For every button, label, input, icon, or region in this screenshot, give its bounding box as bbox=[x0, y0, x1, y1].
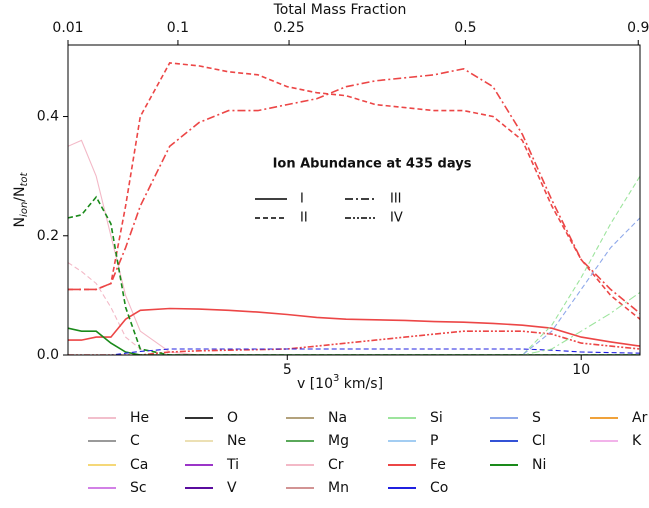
top-tick-label: 0.1 bbox=[167, 20, 189, 36]
legend-label: P bbox=[430, 433, 438, 449]
top-tick-label: 0.25 bbox=[273, 20, 304, 36]
series-line bbox=[68, 291, 640, 355]
series-line bbox=[68, 217, 640, 355]
y-axis-title-part: /N bbox=[12, 187, 28, 202]
series-line bbox=[68, 62, 640, 320]
legend-label: Si bbox=[430, 410, 443, 426]
legend-label: Ca bbox=[130, 457, 148, 473]
x-axis-title-sup: 3 bbox=[333, 373, 339, 384]
series-line bbox=[68, 327, 640, 355]
legend-label: Sc bbox=[130, 480, 147, 496]
legend-label: Fe bbox=[430, 457, 446, 473]
series-line bbox=[68, 348, 640, 355]
ion-legend-title: Ion Abundance at 435 days bbox=[273, 157, 472, 172]
ion-legend-label: IV bbox=[390, 211, 403, 226]
y-tick-label: 0.0 bbox=[37, 347, 59, 363]
top-tick-label: 0.9 bbox=[627, 20, 649, 36]
top-tick-label: 0.01 bbox=[52, 20, 83, 36]
legend-label: V bbox=[227, 480, 237, 496]
series-line bbox=[68, 175, 640, 355]
y-axis-title: Nion/Ntot bbox=[12, 171, 30, 227]
x-tick-label: 10 bbox=[572, 362, 590, 378]
y-tick-label: 0.2 bbox=[37, 228, 59, 244]
legend-label: Mn bbox=[328, 480, 349, 496]
legend-label: O bbox=[227, 410, 238, 426]
y-axis-title-sub: ion bbox=[19, 202, 30, 217]
legend-label: C bbox=[130, 433, 140, 449]
legend-label: Ne bbox=[227, 433, 246, 449]
legend-label: He bbox=[130, 410, 149, 426]
x-tick-label: 5 bbox=[283, 362, 292, 378]
ion-legend-label: II bbox=[300, 211, 308, 226]
legend-label: Mg bbox=[328, 433, 349, 449]
legend-label: Cr bbox=[328, 457, 344, 473]
legend-label: Cl bbox=[532, 433, 546, 449]
series-line bbox=[68, 307, 640, 347]
legend-label: Ti bbox=[226, 457, 239, 473]
legend-label: Na bbox=[328, 410, 347, 426]
y-tick-label: 0.4 bbox=[37, 109, 59, 125]
x-axis-title: v [103 km/s] bbox=[297, 373, 383, 392]
legend-label: Co bbox=[430, 480, 448, 496]
legend-label: S bbox=[532, 410, 541, 426]
series-line bbox=[68, 67, 640, 314]
y-axis-title-part: N bbox=[12, 217, 28, 227]
series-line bbox=[68, 139, 640, 355]
legend-label: Ni bbox=[532, 457, 546, 473]
y-axis-title-sub: tot bbox=[19, 171, 30, 186]
series-line bbox=[68, 330, 640, 355]
x-axis-title-part: km/s] bbox=[339, 376, 383, 392]
series-line bbox=[68, 195, 640, 355]
plot-area bbox=[68, 62, 640, 355]
ion-legend-label: III bbox=[390, 192, 402, 207]
plot-frame bbox=[67, 44, 641, 356]
legend-label: K bbox=[632, 433, 642, 449]
ion-legend-label: I bbox=[300, 192, 304, 207]
top-axis-title: Total Mass Fraction bbox=[273, 2, 407, 18]
x-axis-title-part: v [10 bbox=[297, 376, 333, 392]
top-tick-label: 0.5 bbox=[454, 20, 476, 36]
legend-label: Ar bbox=[632, 410, 648, 426]
